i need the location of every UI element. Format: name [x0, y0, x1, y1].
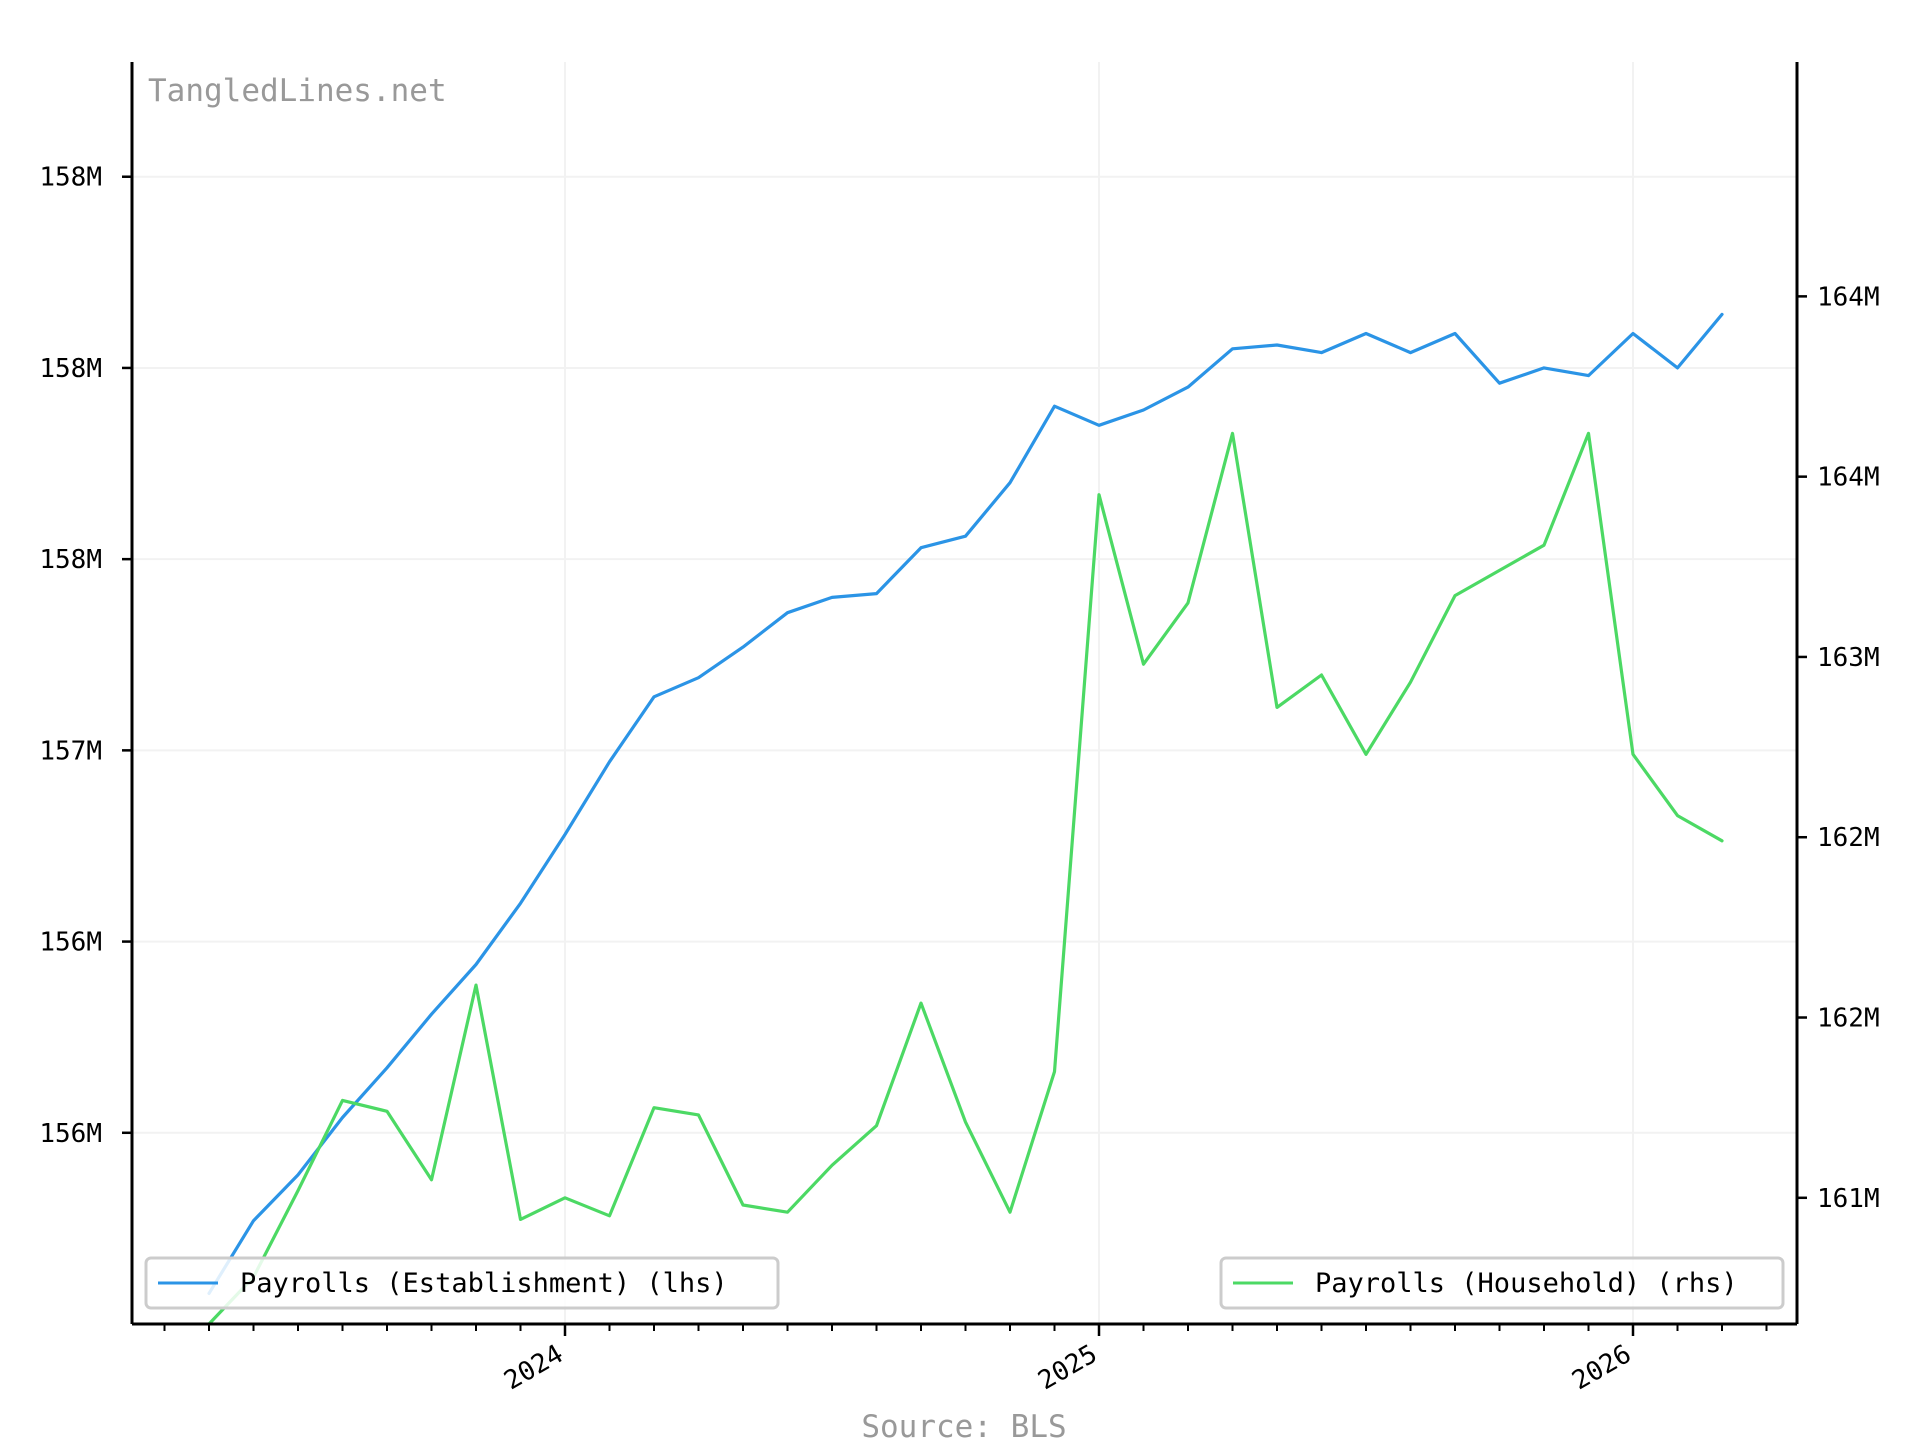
x-tick-label: 2024	[499, 1339, 568, 1396]
x-tick-label: 2026	[1567, 1339, 1636, 1396]
watermark-text: TangledLines.net	[148, 73, 447, 109]
left-tick-label: 157M	[39, 736, 102, 766]
x-tick-label: 2025	[1033, 1339, 1102, 1396]
legend-household-label: Payrolls (Household) (rhs)	[1315, 1268, 1738, 1299]
right-tick-label: 162M	[1817, 1004, 1880, 1034]
right-tick-label: 161M	[1817, 1184, 1880, 1214]
household-line	[207, 431, 1724, 1326]
left-tick-label: 158M	[39, 545, 102, 575]
left-tick-label: 156M	[39, 928, 102, 958]
right-tick-label: 164M	[1817, 463, 1880, 493]
source-text: Source: BLS	[861, 1409, 1066, 1440]
legend-establishment-label: Payrolls (Establishment) (lhs)	[240, 1268, 728, 1299]
axes: 156M 156M 157M 158M 158M 158M 161M 162M 162M 163M…	[39, 62, 1880, 1396]
establishment-line	[207, 312, 1724, 1296]
left-tick-label: 158M	[39, 163, 102, 193]
legend-household-box	[1219, 1256, 1785, 1310]
grid-lines	[132, 62, 1797, 1324]
right-tick-label: 162M	[1817, 823, 1880, 853]
right-tick-label: 164M	[1817, 282, 1880, 312]
right-tick-label: 163M	[1817, 643, 1880, 673]
legend-household: Payrolls (Household) (rhs)	[1219, 1256, 1785, 1310]
left-tick-label: 156M	[39, 1119, 102, 1149]
legend-establishment-box	[144, 1256, 780, 1310]
legend-establishment: Payrolls (Establishment) (lhs)	[144, 1256, 780, 1310]
left-tick-label: 158M	[39, 354, 102, 384]
series-layer	[207, 312, 1724, 1326]
